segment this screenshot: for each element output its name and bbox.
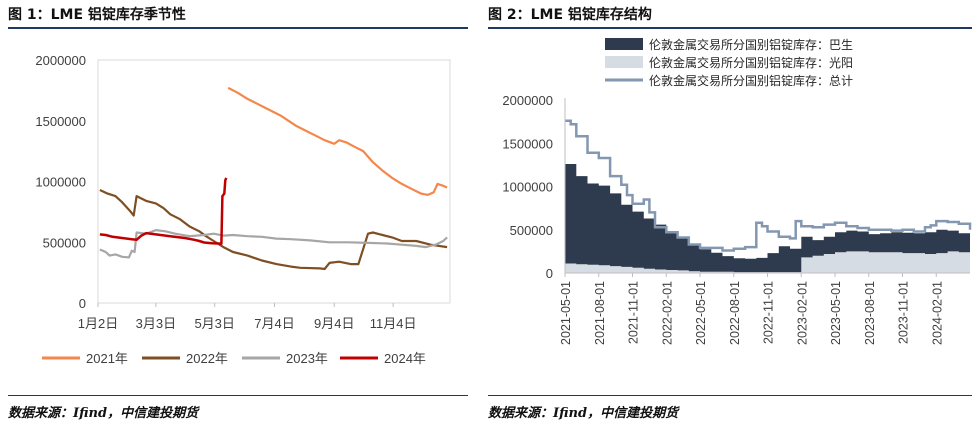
chart-2-y-tick-label: 500000 <box>510 223 553 238</box>
chart-1-y-tick-label: 2000000 <box>35 53 86 68</box>
chart-1-source-rule <box>8 395 468 396</box>
chart-1-x-tick-label: 5月3日 <box>194 316 234 331</box>
chart-2-source: 数据来源：Ifind，中信建投期货 <box>488 406 679 421</box>
chart-2-legend-label: 伦敦金属交易所分国别铝锭库存：巴生 <box>649 37 853 52</box>
chart-2-x-tick-label: 2021-05-01 <box>559 281 573 345</box>
chart-2-title: 图 2：LME 铝锭库存结构 <box>488 7 652 23</box>
chart-2-legend-swatch <box>605 56 643 68</box>
chart-1-legend-label: 2022年 <box>186 351 228 366</box>
chart-1-x-tick-label: 9月4日 <box>314 316 354 331</box>
chart-2-y-tick-label: 1500000 <box>502 136 553 151</box>
chart-1-x-tick-label: 11月4日 <box>370 316 417 331</box>
chart-2-x-tick-label: 2022-02-01 <box>660 281 674 345</box>
chart-1-x-tick-label: 7月4日 <box>254 316 294 331</box>
chart-1-y-tick-label: 1500000 <box>35 114 86 129</box>
chart-2-source-rule <box>488 395 972 396</box>
chart-1-title: 图 1：LME 铝锭库存季节性 <box>8 7 186 23</box>
chart-1-x-tick-label: 1月2日 <box>78 316 118 331</box>
chart-2-x-tick-label: 2021-08-01 <box>593 281 607 345</box>
chart-2-x-tick-label: 2024-02-01 <box>930 281 944 345</box>
chart-2-legend-label: 伦敦金属交易所分国别铝锭库存：光阳 <box>649 55 853 70</box>
chart-2-title-rule <box>488 27 972 29</box>
chart-1-series-line <box>99 229 448 259</box>
chart-1-y-tick-label: 0 <box>79 296 86 311</box>
chart-2-x-tick-label: 2023-11-01 <box>897 281 911 344</box>
chart-1-legend-label: 2021年 <box>86 351 128 366</box>
chart-2-x-tick-label: 2023-08-01 <box>863 281 877 345</box>
chart-1-series-line <box>227 86 448 196</box>
chart-1-series-line <box>99 177 228 245</box>
chart-2-area-guangyang <box>565 251 970 273</box>
chart-2-area-basheng <box>565 164 970 273</box>
chart-2-legend-label: 伦敦金属交易所分国别铝锭库存：总计 <box>649 73 853 88</box>
chart-2-structure: 0 500000 1000000 1500000 2000000 2021-05-01 20… <box>502 37 972 345</box>
chart-2-legend-swatch <box>605 38 643 50</box>
chart-1-y-tick-label: 500000 <box>43 235 86 250</box>
chart-1-source: 数据来源：Ifind，中信建投期货 <box>8 406 199 421</box>
chart-1-series-line <box>99 189 448 271</box>
chart-2-x-tick-label: 2023-05-01 <box>829 281 843 345</box>
chart-2-x-tick-label: 2022-05-01 <box>694 281 708 345</box>
chart-2-x-tick-label: 2022-11-01 <box>762 281 776 344</box>
chart-2-x-tick-label: 2022-08-01 <box>728 281 742 345</box>
chart-2-x-tick-label: 2021-11-01 <box>627 281 641 344</box>
chart-1-legend-label: 2024年 <box>384 351 426 366</box>
chart-2-y-tick-label: 1000000 <box>502 180 553 195</box>
chart-2-y-tick-label: 2000000 <box>502 93 553 108</box>
chart-2-y-tick-label: 0 <box>546 266 553 281</box>
chart-1-y-tick-label: 1000000 <box>35 175 86 190</box>
chart-1-x-tick-label: 3月3日 <box>136 316 176 331</box>
chart-2-x-tick-label: 2023-02-01 <box>795 281 809 345</box>
chart-1-legend-label: 2023年 <box>286 351 328 366</box>
chart-1-seasonality: 0 500000 1000000 1500000 2000000 1月2日 3月3日 5月3日… <box>35 53 451 366</box>
chart-2-total-line <box>565 119 972 252</box>
chart-1-title-rule <box>8 27 468 29</box>
